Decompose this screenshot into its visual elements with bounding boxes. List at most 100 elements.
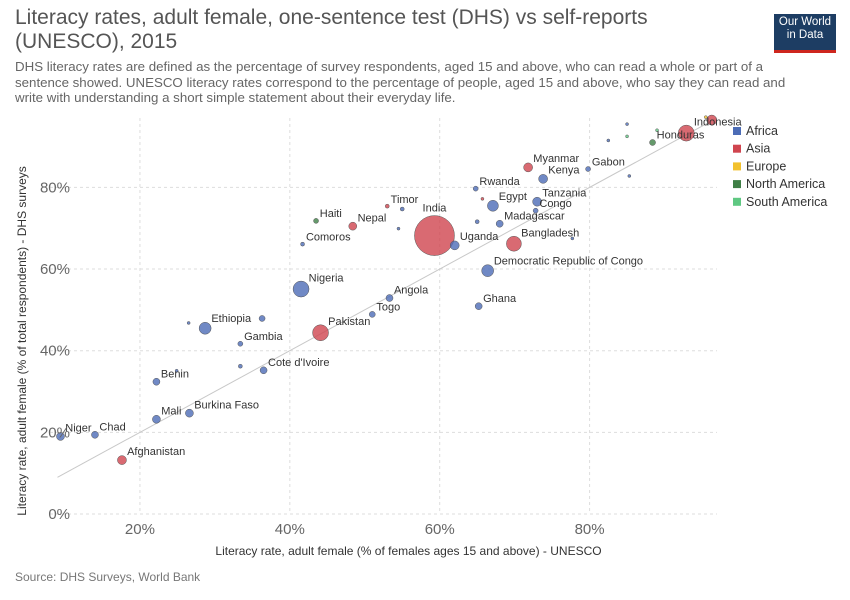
data-point[interactable] xyxy=(495,219,504,228)
point-label: Pakistan xyxy=(328,316,370,328)
data-point[interactable] xyxy=(532,196,542,207)
point-label: Tanzania xyxy=(542,188,587,200)
y-tick-label: 0% xyxy=(48,506,70,523)
data-point[interactable] xyxy=(474,302,483,310)
point-label: Angola xyxy=(394,285,429,297)
point-label: Egypt xyxy=(499,191,527,203)
data-point[interactable] xyxy=(117,455,127,465)
data-points xyxy=(56,114,718,465)
data-point[interactable] xyxy=(313,218,319,224)
point-label: Congo xyxy=(539,198,571,210)
axis-ticks: 20% 40% 60% 80% 0% 20% 40% 60% 80% xyxy=(40,179,605,538)
legend-swatch xyxy=(733,127,741,135)
legend-label[interactable]: Africa xyxy=(746,124,778,138)
data-point[interactable] xyxy=(414,215,455,256)
data-point[interactable] xyxy=(481,264,494,277)
data-point[interactable] xyxy=(655,128,659,132)
legend-swatch xyxy=(733,144,741,153)
point-label: Kenya xyxy=(548,165,580,177)
x-tick-label: 20% xyxy=(125,521,155,538)
data-point[interactable] xyxy=(625,134,629,139)
y-axis-title: Literacy rate, adult female (% of total … xyxy=(15,166,29,515)
data-point[interactable] xyxy=(704,115,708,119)
data-point[interactable] xyxy=(480,197,485,201)
chart-title: Literacy rates, adult female, one-senten… xyxy=(15,6,648,53)
data-point[interactable] xyxy=(487,200,499,212)
data-point[interactable] xyxy=(238,363,243,369)
data-point[interactable] xyxy=(625,122,629,126)
point-label: Mali xyxy=(161,405,181,417)
legend-label[interactable]: Europe xyxy=(746,159,786,173)
legend[interactable]: Africa Asia Europe North America South Ameri… xyxy=(733,124,827,209)
x-tick-label: 40% xyxy=(275,521,305,538)
legend-swatch xyxy=(733,197,741,206)
chart-subtitle: DHS literacy rates are defined as the pe… xyxy=(15,59,786,106)
point-label: Timor xyxy=(391,194,419,206)
data-point[interactable] xyxy=(399,206,405,212)
point-label: Afghanistan xyxy=(127,446,185,458)
point-label: Chad xyxy=(99,421,125,433)
legend-label[interactable]: South America xyxy=(746,195,827,209)
data-point[interactable] xyxy=(56,432,65,441)
point-label: Honduras xyxy=(657,129,705,141)
data-point[interactable] xyxy=(369,311,376,318)
data-point[interactable] xyxy=(385,294,394,302)
legend-label[interactable]: North America xyxy=(746,177,825,191)
data-point[interactable] xyxy=(396,226,401,231)
data-point[interactable] xyxy=(472,185,479,192)
data-point[interactable] xyxy=(312,324,329,341)
grid-lines xyxy=(50,118,717,515)
data-point[interactable] xyxy=(532,207,539,214)
data-point[interactable] xyxy=(292,280,310,298)
data-point[interactable] xyxy=(570,236,575,241)
point-label: Bangladesh xyxy=(521,227,579,239)
source-note: Source: DHS Surveys, World Bank xyxy=(15,570,201,584)
point-label: Indonesia xyxy=(694,117,743,129)
data-point[interactable] xyxy=(258,315,266,322)
data-point[interactable] xyxy=(449,240,460,251)
data-point[interactable] xyxy=(198,321,212,335)
data-point[interactable] xyxy=(649,139,656,146)
legend-label[interactable]: Asia xyxy=(746,142,770,156)
point-label: Haiti xyxy=(320,208,342,220)
data-point[interactable] xyxy=(348,221,358,231)
data-point[interactable] xyxy=(474,219,480,224)
point-label: Democratic Republic of Congo xyxy=(494,255,643,267)
point-label: Nigeria xyxy=(309,272,345,284)
data-point[interactable] xyxy=(627,174,632,178)
logo-line-2: in Data xyxy=(786,29,824,41)
data-point[interactable] xyxy=(185,408,194,418)
data-point[interactable] xyxy=(384,203,390,209)
data-point[interactable] xyxy=(706,114,718,126)
data-point[interactable] xyxy=(585,166,591,172)
owid-logo[interactable]: Our World in Data xyxy=(774,14,836,53)
point-label: Togo xyxy=(376,301,400,313)
data-point[interactable] xyxy=(237,341,244,347)
point-label: Nepal xyxy=(358,212,387,224)
point-label: Burkina Faso xyxy=(194,399,259,411)
data-point[interactable] xyxy=(152,377,161,386)
point-label: Gambia xyxy=(244,331,283,343)
data-point[interactable] xyxy=(606,138,611,143)
data-point[interactable] xyxy=(186,321,191,325)
point-label: Myanmar xyxy=(533,153,579,165)
data-point[interactable] xyxy=(523,162,533,173)
data-point[interactable] xyxy=(259,366,268,375)
data-point[interactable] xyxy=(300,241,305,247)
y-tick-label: 80% xyxy=(40,179,70,196)
logo-line-1: Our World xyxy=(778,16,832,28)
legend-swatch xyxy=(733,180,741,189)
data-point[interactable] xyxy=(506,235,522,252)
data-point[interactable] xyxy=(91,431,99,439)
data-point[interactable] xyxy=(678,124,695,142)
data-point[interactable] xyxy=(152,415,161,424)
point-label: Rwanda xyxy=(479,176,520,188)
y-tick-label: 20% xyxy=(40,424,70,441)
point-label: Niger xyxy=(65,423,92,435)
data-point[interactable] xyxy=(538,174,548,184)
data-point[interactable] xyxy=(174,368,179,373)
point-label: India xyxy=(423,203,448,215)
point-label: Uganda xyxy=(460,231,499,243)
